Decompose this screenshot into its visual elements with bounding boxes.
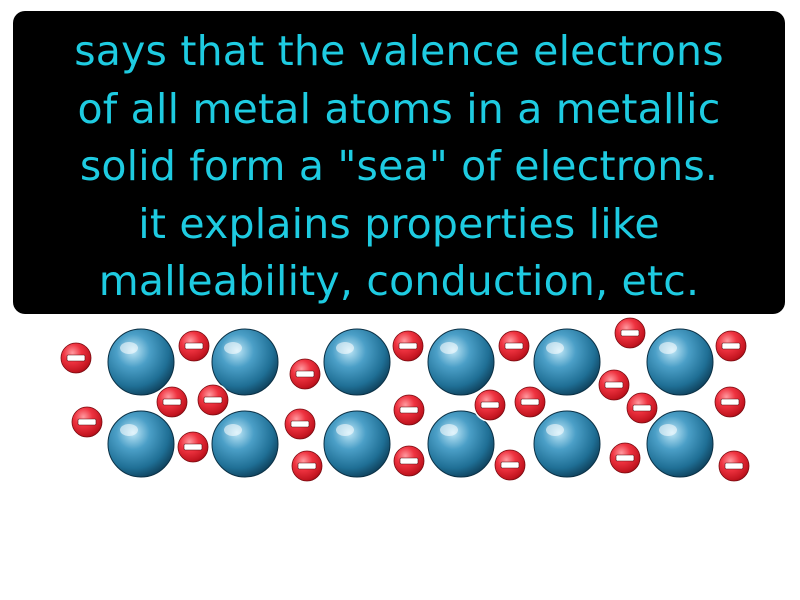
minus-sign-icon (720, 398, 740, 406)
minus-sign-icon (399, 457, 419, 465)
electron (283, 407, 317, 441)
metal-ion (533, 328, 601, 396)
electron (288, 357, 322, 391)
minus-sign-icon (520, 398, 540, 406)
minus-sign-icon (162, 398, 182, 406)
electron (493, 448, 527, 482)
minus-sign-icon (399, 406, 419, 414)
metal-ion (211, 410, 279, 478)
electron (717, 449, 751, 483)
metal-ion (107, 410, 175, 478)
minus-sign-icon (615, 454, 635, 462)
definition-line-4: it explains properties like (138, 199, 660, 248)
electron (196, 383, 230, 417)
electron (513, 385, 547, 419)
minus-sign-icon (632, 404, 652, 412)
electron (713, 385, 747, 419)
electron (176, 430, 210, 464)
metal-ion (646, 328, 714, 396)
minus-sign-icon (77, 418, 97, 426)
metal-ions (107, 328, 714, 478)
electron (473, 388, 507, 422)
minus-sign-icon (398, 342, 418, 350)
minus-sign-icon (721, 342, 741, 350)
electron (59, 341, 93, 375)
minus-sign-icon (66, 354, 86, 362)
electron (392, 393, 426, 427)
minus-sign-icon (295, 370, 315, 378)
minus-sign-icon (620, 329, 640, 337)
minus-sign-icon (184, 342, 204, 350)
electron (70, 405, 104, 439)
definition-line-5: malleability, conduction, etc. (98, 257, 700, 305)
electron (290, 449, 324, 483)
metal-ion (107, 328, 175, 396)
metal-ion (427, 328, 495, 396)
definition-line-1: says that the valence electrons (74, 27, 724, 75)
minus-sign-icon (480, 401, 500, 409)
metal-ion (533, 410, 601, 478)
metal-ion (211, 328, 279, 396)
metal-ion (323, 328, 391, 396)
electron (155, 385, 189, 419)
electron (597, 368, 631, 402)
minus-sign-icon (504, 342, 524, 350)
electron (625, 391, 659, 425)
minus-sign-icon (203, 396, 223, 404)
electron (391, 329, 425, 363)
minus-sign-icon (604, 381, 624, 389)
definition-line-3: solid form a "sea" of electrons. (79, 142, 719, 190)
electron (392, 444, 426, 478)
metal-ion (646, 410, 714, 478)
minus-sign-icon (500, 461, 520, 469)
electron (714, 329, 748, 363)
electron (497, 329, 531, 363)
metal-ion (427, 410, 495, 478)
minus-sign-icon (724, 462, 744, 470)
definition-box: says that the valence electrons of all m… (13, 11, 785, 314)
electrons (59, 316, 751, 483)
metal-ion (323, 410, 391, 478)
minus-sign-icon (290, 420, 310, 428)
definition-line-2: of all metal atoms in a metallic (77, 84, 721, 133)
minus-sign-icon (183, 443, 203, 451)
electron (177, 329, 211, 363)
minus-sign-icon (297, 462, 317, 470)
electron (608, 441, 642, 475)
electron (613, 316, 647, 350)
